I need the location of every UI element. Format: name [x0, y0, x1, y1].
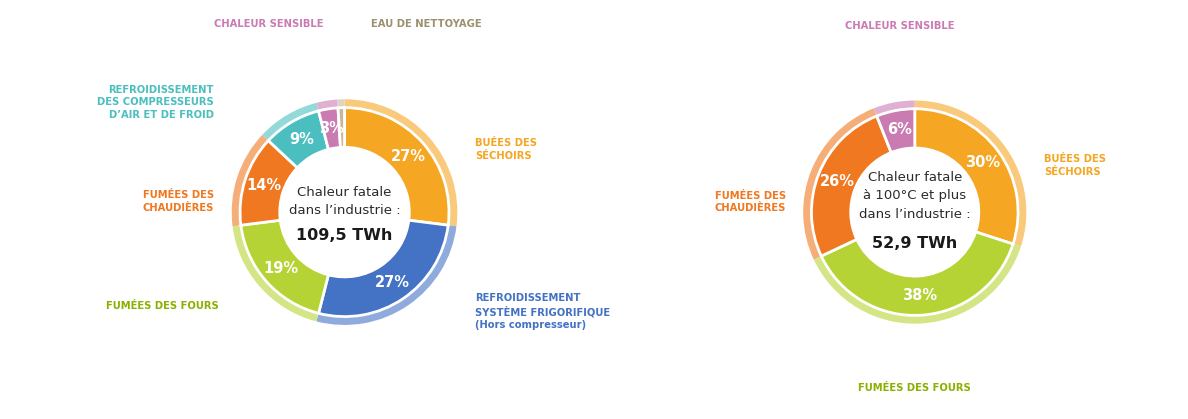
Text: EAU DE NETTOYAGE: EAU DE NETTOYAGE — [371, 19, 481, 29]
Text: REFROIDISSEMENT
SYSTÈME FRIGORIFIQUE
(Hors compresseur): REFROIDISSEMENT SYSTÈME FRIGORIFIQUE (Ho… — [475, 293, 611, 330]
Text: 109,5 TWh: 109,5 TWh — [296, 228, 393, 243]
Text: 52,9 TWh: 52,9 TWh — [872, 235, 958, 251]
Text: FUMÉES DES FOURS: FUMÉES DES FOURS — [859, 383, 971, 393]
Text: 27%: 27% — [391, 149, 425, 164]
Wedge shape — [263, 103, 329, 169]
Text: BUÉES DES
SÉCHOIRS: BUÉES DES SÉCHOIRS — [1044, 154, 1106, 177]
Wedge shape — [241, 220, 328, 313]
Wedge shape — [915, 109, 1018, 244]
Text: FUMÉES DES FOURS: FUMÉES DES FOURS — [107, 301, 219, 311]
Text: 14%: 14% — [246, 178, 282, 194]
Text: FUMÉES DES
CHAUDIÈRES: FUMÉES DES CHAUDIÈRES — [714, 191, 785, 213]
Text: 9%: 9% — [289, 132, 314, 147]
Wedge shape — [318, 220, 448, 317]
Circle shape — [851, 148, 979, 276]
Text: REFROIDISSEMENT
DES COMPRESSEURS
D’AIR ET DE FROID: REFROIDISSEMENT DES COMPRESSEURS D’AIR E… — [97, 85, 214, 120]
Wedge shape — [803, 109, 892, 260]
Wedge shape — [811, 116, 891, 256]
Text: Chaleur fatale
dans l’industrie :: Chaleur fatale dans l’industrie : — [289, 186, 400, 217]
Wedge shape — [877, 109, 915, 153]
Text: CHALEUR SENSIBLE: CHALEUR SENSIBLE — [214, 19, 323, 29]
Wedge shape — [318, 108, 341, 149]
Text: 3%: 3% — [318, 121, 343, 136]
Wedge shape — [337, 108, 345, 147]
Text: 38%: 38% — [903, 288, 937, 303]
Text: BUÉES DES
SÉCHOIRS: BUÉES DES SÉCHOIRS — [475, 138, 537, 160]
Circle shape — [279, 147, 410, 277]
Wedge shape — [316, 99, 341, 151]
Wedge shape — [915, 101, 1026, 246]
Wedge shape — [232, 135, 299, 226]
Wedge shape — [233, 220, 329, 321]
Text: 27%: 27% — [374, 274, 410, 290]
Text: CHALEUR SENSIBLE: CHALEUR SENSIBLE — [845, 21, 954, 31]
Text: Chaleur fatale
à 100°C et plus
dans l’industrie :: Chaleur fatale à 100°C et plus dans l’in… — [859, 171, 971, 220]
Wedge shape — [240, 141, 297, 225]
Wedge shape — [821, 232, 1013, 316]
Wedge shape — [337, 99, 345, 150]
Text: 6%: 6% — [886, 122, 911, 137]
Wedge shape — [345, 99, 457, 226]
Text: 30%: 30% — [965, 155, 1000, 171]
Text: 26%: 26% — [820, 174, 854, 189]
Wedge shape — [873, 101, 915, 155]
Text: 19%: 19% — [264, 261, 298, 276]
Text: FUMÉES DES
CHAUDIÈRES: FUMÉES DES CHAUDIÈRES — [143, 191, 214, 213]
Wedge shape — [316, 220, 456, 325]
Wedge shape — [345, 108, 449, 225]
Wedge shape — [268, 111, 328, 168]
Wedge shape — [814, 231, 1020, 323]
